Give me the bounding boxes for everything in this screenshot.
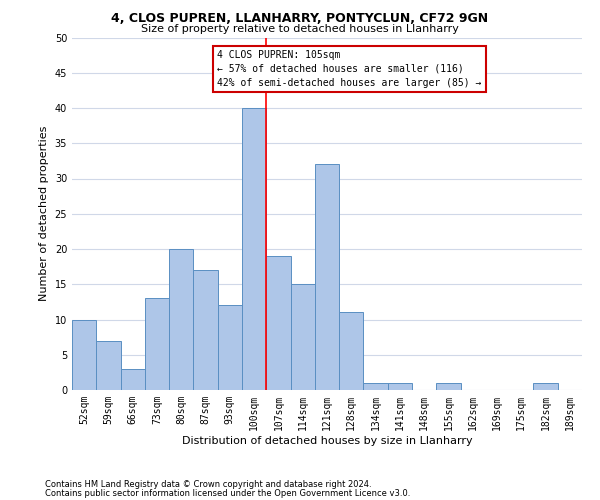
Y-axis label: Number of detached properties: Number of detached properties xyxy=(39,126,49,302)
Text: 4 CLOS PUPREN: 105sqm
← 57% of detached houses are smaller (116)
42% of semi-det: 4 CLOS PUPREN: 105sqm ← 57% of detached … xyxy=(217,50,482,88)
Bar xyxy=(218,306,242,390)
Bar xyxy=(533,383,558,390)
Bar xyxy=(242,108,266,390)
Bar xyxy=(145,298,169,390)
Bar xyxy=(364,383,388,390)
Text: 4, CLOS PUPREN, LLANHARRY, PONTYCLUN, CF72 9GN: 4, CLOS PUPREN, LLANHARRY, PONTYCLUN, CF… xyxy=(112,12,488,26)
Bar xyxy=(339,312,364,390)
Bar xyxy=(193,270,218,390)
Text: Contains public sector information licensed under the Open Government Licence v3: Contains public sector information licen… xyxy=(45,488,410,498)
Bar xyxy=(169,249,193,390)
Bar xyxy=(96,340,121,390)
Bar xyxy=(388,383,412,390)
X-axis label: Distribution of detached houses by size in Llanharry: Distribution of detached houses by size … xyxy=(182,436,472,446)
Bar xyxy=(121,369,145,390)
Text: Contains HM Land Registry data © Crown copyright and database right 2024.: Contains HM Land Registry data © Crown c… xyxy=(45,480,371,489)
Bar xyxy=(315,164,339,390)
Bar xyxy=(266,256,290,390)
Text: Size of property relative to detached houses in Llanharry: Size of property relative to detached ho… xyxy=(141,24,459,34)
Bar xyxy=(72,320,96,390)
Bar xyxy=(436,383,461,390)
Bar xyxy=(290,284,315,390)
